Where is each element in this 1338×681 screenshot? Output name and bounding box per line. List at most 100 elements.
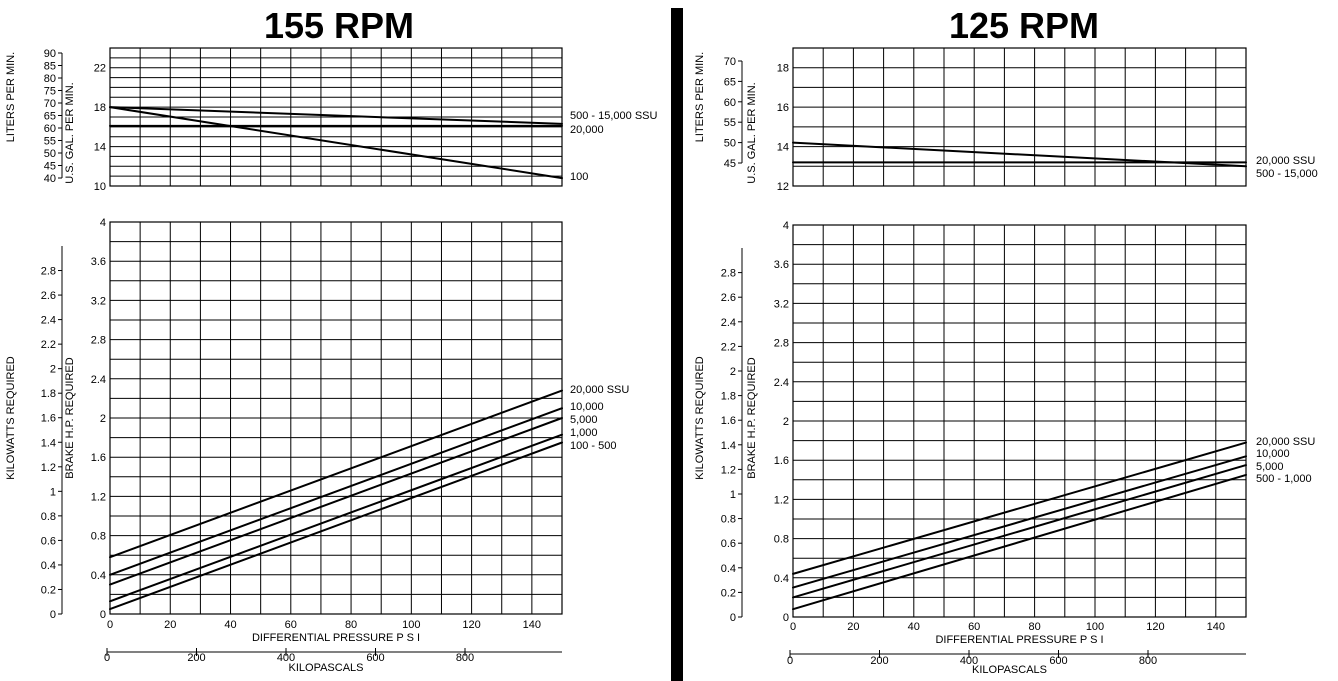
x2-tick-label: 200 bbox=[870, 655, 888, 667]
y-outer-tick-label: 1.2 bbox=[721, 464, 736, 476]
y-outer-tick-label: 0 bbox=[50, 609, 56, 621]
series-label-flow-1: 500 - 15,000 SSU bbox=[570, 110, 658, 122]
x-tick-label: 0 bbox=[107, 619, 113, 631]
x2-tick-label: 400 bbox=[960, 655, 978, 667]
x-axis-label: DIFFERENTIAL PRESSURE P S I bbox=[252, 632, 420, 644]
y-inner-tick-label: 1.6 bbox=[91, 452, 106, 464]
series-label-power-3: 5,000 bbox=[570, 414, 598, 426]
series-line-power-4 bbox=[792, 473, 1247, 611]
y-outer-axis-label: LITERS PER MIN. bbox=[694, 52, 706, 142]
series-line-power-3 bbox=[109, 417, 563, 586]
x-tick-label: 60 bbox=[968, 621, 980, 633]
plot-frame bbox=[792, 224, 1247, 618]
y-inner-tick-label: 2.4 bbox=[774, 377, 789, 389]
y-inner-tick-label: 2.8 bbox=[774, 338, 789, 350]
series-label-power-2: 10,000 bbox=[1256, 448, 1290, 460]
power-subplot: 0 0.4 0.8 1.2 1.6 2 2.4 2.8 3.2 3.6 4 BRAKE H.P. RE… bbox=[694, 220, 1315, 624]
y-outer-tick-label: 0.2 bbox=[41, 584, 56, 596]
chart-title: 125 RPM bbox=[949, 5, 1099, 46]
y-outer-tick-label: 1.8 bbox=[41, 388, 56, 400]
y-inner-tick-label: 3.2 bbox=[91, 295, 106, 307]
plot-frame bbox=[792, 47, 1247, 187]
x-tick-label: 20 bbox=[164, 619, 176, 631]
x-tick-label: 0 bbox=[790, 621, 796, 633]
series-line-flow-2 bbox=[792, 141, 1247, 168]
y-outer-tick-label: 0.4 bbox=[41, 560, 56, 572]
y-inner-tick-label: 18 bbox=[777, 63, 789, 75]
y-outer-tick-label: 85 bbox=[44, 61, 56, 73]
y-outer-tick-label: 1.6 bbox=[41, 413, 56, 425]
y-inner-tick-label: 2 bbox=[100, 413, 106, 425]
y-outer-tick-label: 65 bbox=[44, 111, 56, 123]
x2-axis-label: KILOPASCALS bbox=[972, 664, 1047, 676]
y-inner-tick-label: 4 bbox=[783, 220, 789, 232]
y-inner-tick-label: 18 bbox=[94, 102, 106, 114]
x-tick-label: 100 bbox=[1086, 621, 1104, 633]
y-outer-tick-label: 70 bbox=[724, 56, 736, 68]
x-tick-label: 60 bbox=[285, 619, 297, 631]
y-outer-tick-label: 40 bbox=[44, 173, 56, 185]
y-inner-axis-label: BRAKE H.P. REQUIRED bbox=[746, 357, 758, 478]
series-line-power-4 bbox=[109, 433, 563, 603]
y-outer-tick-label: 90 bbox=[44, 48, 56, 60]
y-inner-tick-label: 1.2 bbox=[91, 491, 106, 503]
y-inner-tick-label: 16 bbox=[777, 102, 789, 114]
y-outer-tick-label: 65 bbox=[724, 76, 736, 88]
y-outer-tick-label: 55 bbox=[44, 136, 56, 148]
x-tick-label: 100 bbox=[402, 619, 420, 631]
series-line-power-1 bbox=[109, 389, 563, 559]
x-axis-label: DIFFERENTIAL PRESSURE P S I bbox=[935, 634, 1103, 646]
series-label-power-1: 20,000 SSU bbox=[570, 384, 629, 396]
plot-frame bbox=[109, 47, 563, 187]
flow-subplot: 10 14 18 22 U.S. GAL. PER MIN. 40455055606570… bbox=[5, 47, 658, 193]
y-inner-tick-label: 14 bbox=[94, 142, 106, 154]
x-tick-label: 140 bbox=[1207, 621, 1225, 633]
y-outer-tick-label: 1.8 bbox=[721, 391, 736, 403]
flow-subplot: 12 14 16 18 U.S. GAL. PER MIN. 45 50 55 60 65 70 LI… bbox=[694, 47, 1318, 193]
x-tick-label: 20 bbox=[847, 621, 859, 633]
y-outer-tick-label: 60 bbox=[724, 97, 736, 109]
x2-tick-label: 200 bbox=[187, 652, 205, 664]
series-label-power-3: 5,000 bbox=[1256, 461, 1284, 473]
y-inner-tick-label: 1.6 bbox=[774, 455, 789, 467]
y-outer-tick-label: 0.8 bbox=[41, 511, 56, 523]
y-outer-tick-label: 2.4 bbox=[41, 315, 56, 327]
y-outer-axis-label: KILOWATTS REQUIRED bbox=[5, 356, 17, 480]
y-outer-tick-label: 45 bbox=[44, 161, 56, 173]
y-outer-tick-label: 1.6 bbox=[721, 415, 736, 427]
y-outer-tick-label: 0 bbox=[730, 612, 736, 624]
y-outer-tick-label: 0.6 bbox=[721, 538, 736, 550]
x-tick-label: 120 bbox=[462, 619, 480, 631]
x2-tick-label: 600 bbox=[366, 652, 384, 664]
y-inner-tick-label: 22 bbox=[94, 63, 106, 75]
y-inner-tick-label: 0 bbox=[100, 609, 106, 621]
y-outer-tick-label: 55 bbox=[724, 117, 736, 129]
y-inner-axis-label: U.S. GAL. PER MIN. bbox=[64, 82, 76, 183]
y-inner-tick-label: 10 bbox=[94, 181, 106, 193]
y-inner-tick-label: 3.6 bbox=[774, 259, 789, 271]
series-label-power-4: 500 - 1,000 bbox=[1256, 473, 1312, 485]
y-outer-tick-label: 2.8 bbox=[41, 266, 56, 278]
y-outer-tick-label: 0.8 bbox=[721, 514, 736, 526]
x-tick-label: 80 bbox=[1028, 621, 1040, 633]
y-outer-tick-label: 2.2 bbox=[721, 341, 736, 353]
y-outer-tick-label: 0.6 bbox=[41, 535, 56, 547]
y-outer-tick-label: 1.4 bbox=[721, 440, 736, 452]
y-outer-tick-label: 1 bbox=[50, 486, 56, 498]
y-outer-tick-label: 75 bbox=[44, 86, 56, 98]
y-inner-tick-label: 2.4 bbox=[91, 374, 106, 386]
x2-tick-label: 400 bbox=[277, 652, 295, 664]
series-label-power-4: 1,000 bbox=[570, 427, 598, 439]
chart-title: 155 RPM bbox=[264, 5, 414, 46]
y-inner-tick-label: 4 bbox=[100, 217, 106, 229]
y-outer-tick-label: 50 bbox=[44, 148, 56, 160]
series-label-flow-2: 20,000 bbox=[570, 124, 604, 136]
series-label-flow-1: 20,000 SSU bbox=[1256, 155, 1315, 167]
y-outer-tick-label: 1.2 bbox=[41, 462, 56, 474]
y-inner-tick-label: 0.8 bbox=[91, 531, 106, 543]
y-outer-tick-label: 50 bbox=[724, 138, 736, 150]
y-inner-tick-label: 0.4 bbox=[774, 573, 789, 585]
series-line-power-2 bbox=[792, 455, 1247, 589]
